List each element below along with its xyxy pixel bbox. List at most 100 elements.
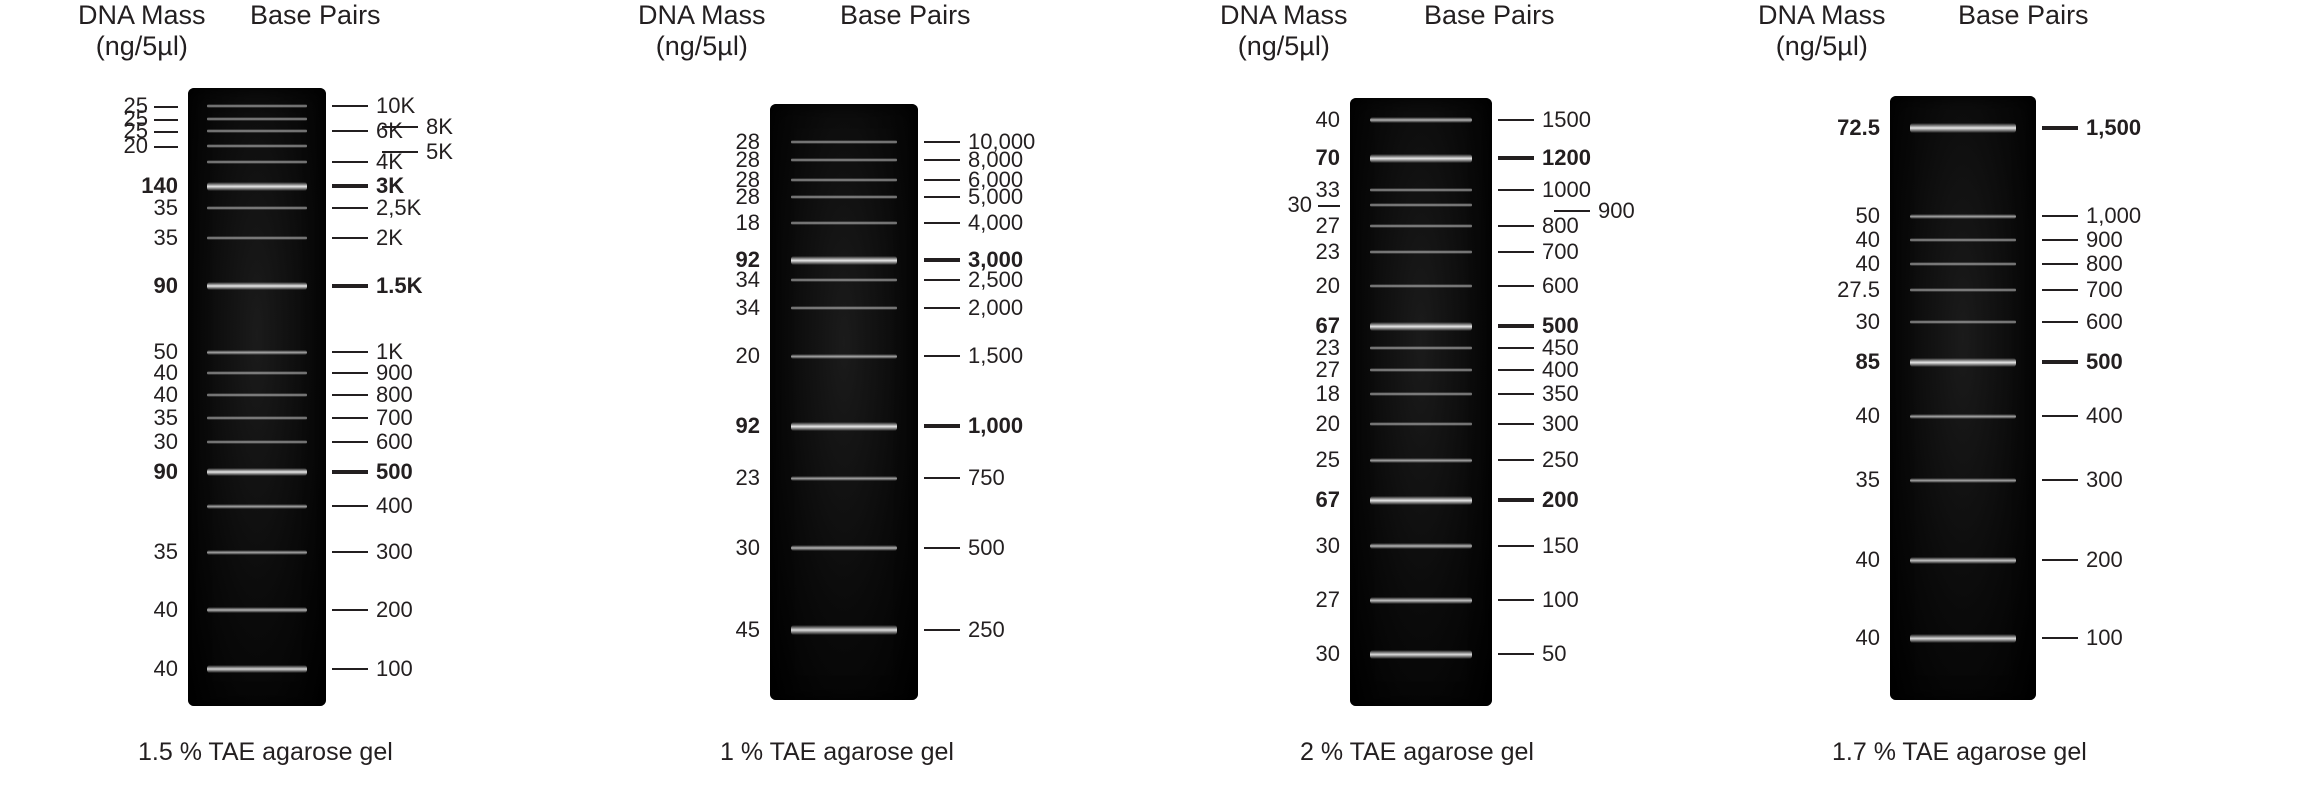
bp-label: 100 [1498, 587, 1579, 613]
mass-label: 27 [1316, 587, 1340, 613]
mass-label: 40 [154, 597, 178, 623]
mass-label: 50 [1856, 203, 1880, 229]
band [207, 206, 307, 210]
gel-panel: DNA Mass(ng/5µl)Base Pairs25252520140353… [60, 0, 620, 794]
band [207, 371, 307, 375]
bp-label: 600 [332, 429, 413, 455]
band [791, 476, 897, 481]
bp-label: 50 [1498, 641, 1566, 667]
mass-label: 45 [736, 617, 760, 643]
mass-label: 30 [1316, 641, 1340, 667]
mass-label: 35 [154, 539, 178, 565]
mass-column: 28282828189234342092233045 [620, 0, 770, 794]
page: DNA Mass(ng/5µl)Base Pairs25252520140353… [0, 0, 2300, 794]
mass-label: 27 [1316, 213, 1340, 239]
band [791, 158, 897, 162]
bp-label: 400 [2042, 403, 2123, 429]
mass-label: 35 [1856, 467, 1880, 493]
mass-label: 25 [1316, 447, 1340, 473]
mass-label: 40 [1856, 625, 1880, 651]
band [207, 440, 307, 444]
bp-tick [332, 394, 368, 396]
mass-label: 20 [124, 133, 178, 159]
bp-label: 1,000 [924, 413, 1023, 439]
band [791, 306, 897, 310]
bp-tick [332, 668, 368, 670]
mass-label: 40 [1856, 403, 1880, 429]
mass-label: 20 [736, 343, 760, 369]
bp-label: 1.5K [332, 273, 422, 299]
bp-tick [1498, 653, 1534, 655]
bp-tick [924, 547, 960, 549]
band [207, 236, 307, 240]
band [1370, 322, 1472, 331]
bp-label: 600 [2042, 309, 2123, 335]
mass-label: 85 [1856, 349, 1880, 375]
bp-label: 2,500 [924, 267, 1023, 293]
band [1910, 262, 2016, 266]
bp-tick [1498, 156, 1534, 160]
mass-label: 34 [736, 267, 760, 293]
bp-tick [1498, 251, 1534, 253]
mass-label: 35 [154, 225, 178, 251]
bp-tick [1498, 545, 1534, 547]
band [207, 104, 307, 108]
bp-label: 500 [2042, 349, 2123, 375]
mass-label: 27 [1316, 357, 1340, 383]
bp-label: 800 [2042, 251, 2123, 277]
mass-label: 18 [1316, 381, 1340, 407]
mass-label: 30 [736, 535, 760, 561]
band [1910, 288, 2016, 292]
mass-tick [1318, 205, 1340, 207]
bp-label: 1,500 [924, 343, 1023, 369]
bp-label: 350 [1498, 381, 1579, 407]
bp-label: 800 [1498, 213, 1579, 239]
bp-label: 500 [924, 535, 1005, 561]
band [1370, 496, 1472, 505]
bp-tick [2042, 637, 2078, 639]
bp-tick [332, 505, 368, 507]
bp-label: 5,000 [924, 184, 1023, 210]
bp-tick [924, 179, 960, 181]
band [1910, 634, 2016, 643]
mass-label: 40 [1316, 107, 1340, 133]
band [1910, 557, 2016, 564]
bp-tick [1498, 347, 1534, 349]
bp-tick [924, 222, 960, 224]
band [791, 195, 897, 199]
bp-tick [1498, 599, 1534, 601]
band [207, 350, 307, 355]
band [207, 393, 307, 397]
caption: 1.5 % TAE agarose gel [138, 738, 393, 767]
caption: 1 % TAE agarose gel [720, 738, 954, 767]
bp-label: 2,000 [924, 295, 1023, 321]
mass-label: 90 [154, 273, 178, 299]
band [207, 550, 307, 555]
mass-label: 40 [154, 656, 178, 682]
bp-label: 400 [332, 493, 413, 519]
bp-label: 300 [332, 539, 413, 565]
bp-label: 900 [2042, 227, 2123, 253]
band [1910, 358, 2016, 367]
bp-label: 250 [1498, 447, 1579, 473]
mass-label: 35 [154, 405, 178, 431]
bp-tick [332, 351, 368, 353]
bp-tick [1498, 498, 1534, 502]
mass-label: 90 [154, 459, 178, 485]
band [1370, 284, 1472, 288]
bp-label: 1,500 [2042, 115, 2141, 141]
bp-label: 4K [332, 149, 403, 175]
band [1370, 368, 1472, 372]
gel-lane [188, 88, 326, 706]
band [207, 607, 307, 613]
bp-tick [2042, 479, 2078, 481]
bp-tick [2042, 559, 2078, 561]
band [207, 282, 307, 290]
bp-column: 10K8K6K5K4K3K2,5K2K1.5K1K900800700600500… [332, 0, 620, 794]
mass-label: 40 [1856, 251, 1880, 277]
bp-tick [924, 258, 960, 262]
band [1370, 458, 1472, 463]
mass-label: 23 [736, 465, 760, 491]
mass-column: 72.550404027.5308540354040 [1740, 0, 1890, 794]
gel-panel: DNA Mass(ng/5µl)Base Pairs72.550404027.5… [1740, 0, 2300, 794]
